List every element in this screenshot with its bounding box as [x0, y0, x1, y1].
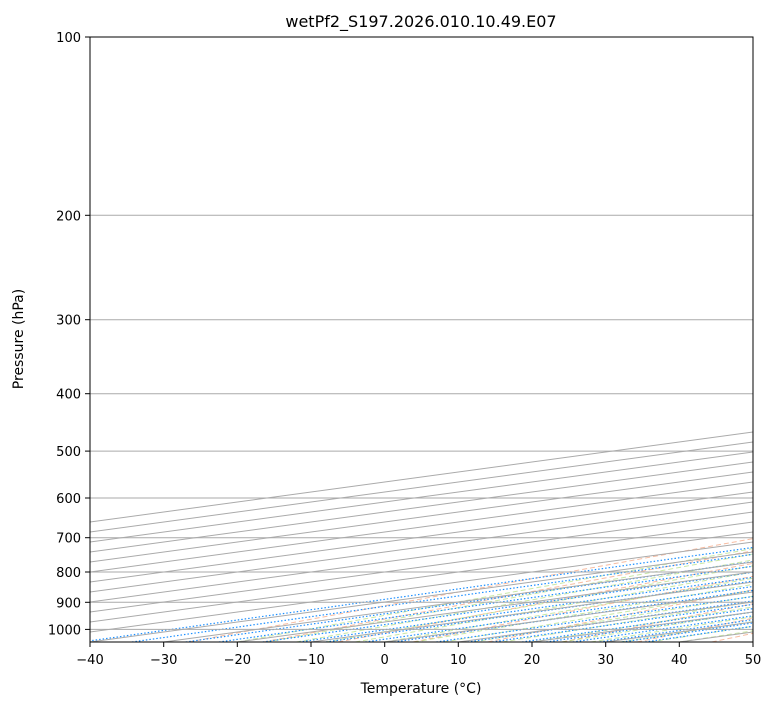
chart-title: wetPf2_S197.2026.010.10.49.E07: [285, 12, 556, 32]
isotherm: [90, 501, 753, 593]
y-tick-label: 800: [56, 566, 81, 581]
moist-adiabat: [473, 595, 753, 642]
isotherm: [90, 451, 753, 543]
isotherm: [90, 521, 753, 613]
isotherm: [531, 611, 753, 642]
y-tick-label: 100: [56, 31, 81, 46]
x-tick-label: −10: [297, 653, 324, 668]
y-tick-label: 700: [56, 532, 81, 547]
isotherm: [90, 541, 753, 633]
dry-adiabat: [562, 603, 753, 642]
moist-adiabat: [237, 548, 753, 642]
isotherm: [752, 641, 753, 642]
isotherm: [90, 511, 753, 603]
dry-adiabat: [263, 550, 753, 642]
x-tick-label: −20: [224, 653, 251, 668]
y-tick-label: 500: [56, 445, 81, 460]
isotherm: [605, 621, 753, 642]
y-tick-label: 900: [56, 596, 81, 611]
y-tick-label: 200: [56, 209, 81, 224]
isotherm: [90, 471, 753, 563]
moist-adiabat: [502, 601, 753, 642]
x-tick-label: 0: [381, 653, 389, 668]
x-tick-label: 40: [671, 653, 688, 668]
y-tick-label: 1000: [48, 623, 81, 638]
x-tick-label: 30: [597, 653, 614, 668]
isotherm: [90, 551, 753, 642]
mixing-ratio-line: [131, 553, 753, 642]
x-axis-label: Temperature (°C): [360, 681, 482, 697]
mixing-ratio-line: [90, 546, 753, 642]
moist-adiabat: [355, 571, 753, 642]
y-tick-label: 600: [56, 492, 81, 507]
moist-adiabat: [414, 583, 753, 642]
dry-adiabat: [711, 632, 753, 642]
y-axis-label: Pressure (hPa): [11, 289, 27, 389]
moist-adiabat: [325, 565, 753, 642]
dry-adiabat: [487, 589, 753, 642]
y-tick-label: 300: [56, 314, 81, 329]
dry-adiabat: [338, 562, 753, 642]
x-tick-label: −40: [76, 653, 103, 668]
moist-adiabat: [384, 577, 753, 642]
isotherm: [90, 481, 753, 573]
isotherm: [90, 461, 753, 553]
moist-adiabat: [266, 553, 753, 642]
moist-adiabat: [649, 625, 753, 642]
isotherm: [310, 581, 753, 642]
mixing-ratio-line: [436, 595, 753, 642]
mixing-ratio-line: [365, 585, 753, 642]
isotherm: [90, 491, 753, 583]
dry-adiabat: [636, 617, 753, 642]
y-tick-label: 400: [56, 388, 81, 403]
x-tick-label: 20: [524, 653, 541, 668]
x-tick-label: 10: [450, 653, 467, 668]
plot-frame: [89, 36, 754, 643]
isotherm: [384, 591, 753, 642]
moist-adiabat: [531, 606, 753, 642]
isotherm: [90, 531, 753, 623]
x-tick-label: −30: [150, 653, 177, 668]
x-tick-label: 50: [745, 653, 762, 668]
moist-adiabat: [561, 611, 753, 642]
